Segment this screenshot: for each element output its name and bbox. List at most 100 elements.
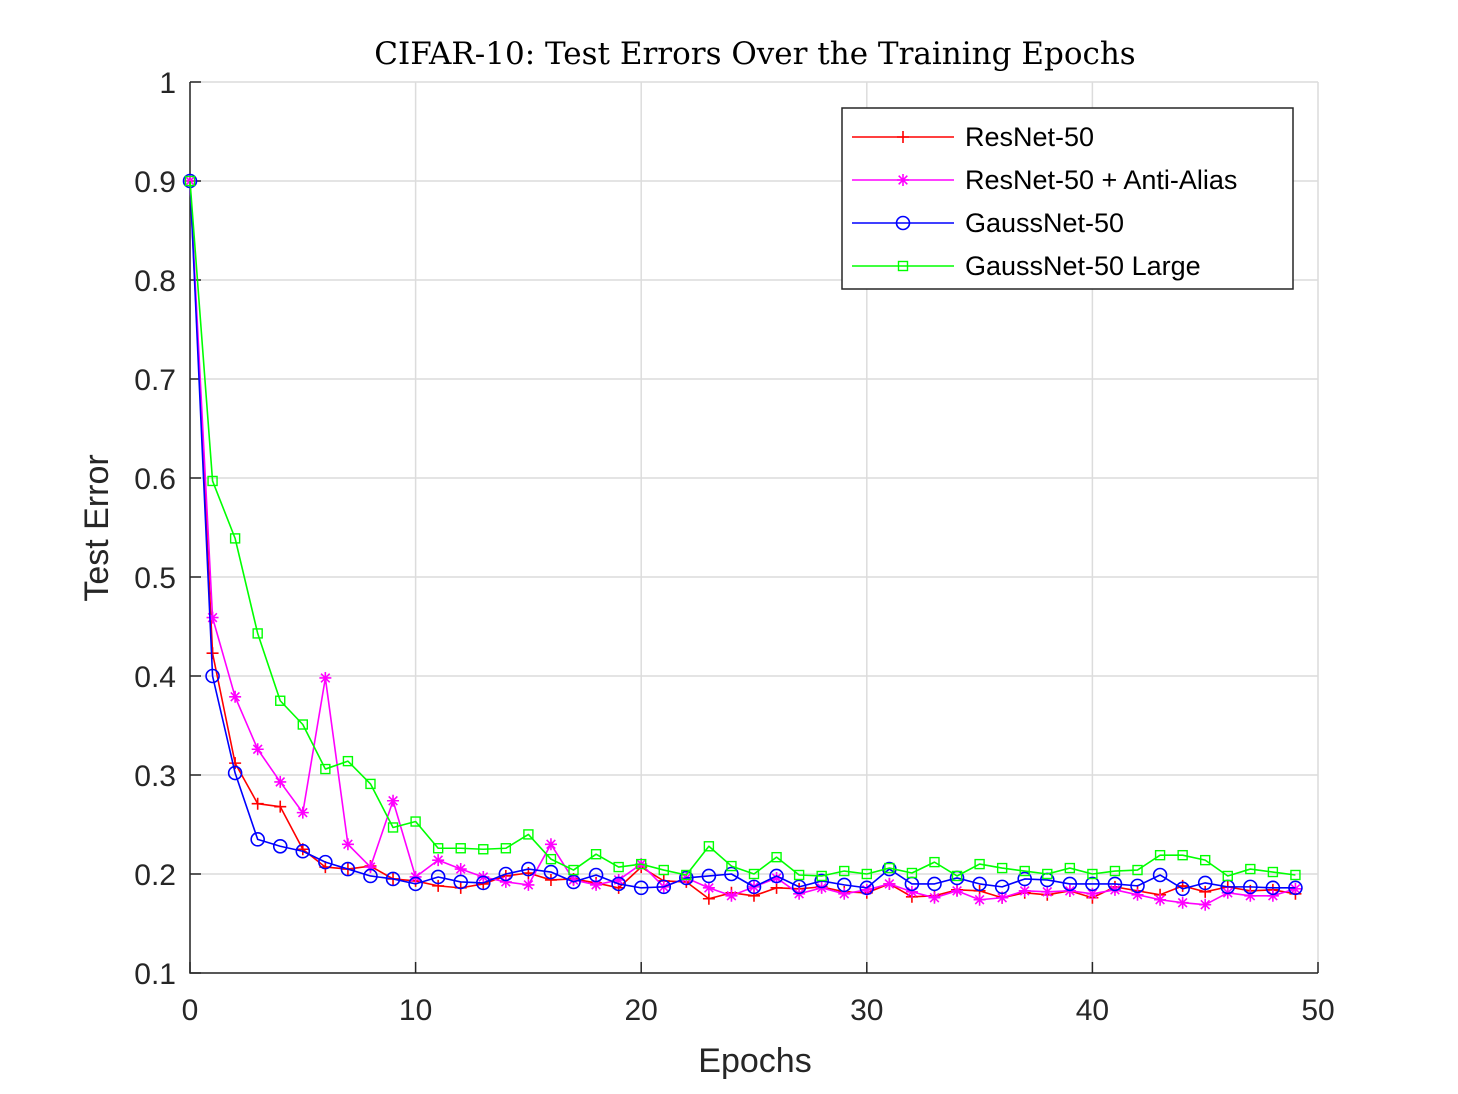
data-point-marker: [544, 838, 557, 851]
data-point-marker: [636, 858, 647, 870]
data-point-marker: [365, 778, 376, 790]
data-point-marker: [205, 668, 220, 684]
y-tick-label: 0.1: [134, 958, 176, 991]
data-point-marker: [1041, 885, 1054, 898]
data-point-marker: [295, 843, 311, 859]
y-axis-title: Test Error: [78, 454, 116, 601]
data-point-marker: [613, 861, 624, 873]
y-tick-label: 0.4: [134, 661, 176, 694]
data-point-marker: [588, 867, 604, 883]
data-point-marker: [1109, 865, 1121, 877]
data-point-marker: [274, 775, 287, 788]
data-point-marker: [453, 874, 469, 890]
tick-labels: 0 10 20 30 40 50 0.1 0.2 0.3 0.4 0.5 0.6 0.7 0.8 0.9 1: [134, 67, 1334, 1027]
data-point-marker: [227, 765, 243, 781]
data-point-marker: [1244, 889, 1257, 902]
data-point-marker: [771, 851, 782, 863]
data-point-marker: [1176, 896, 1189, 909]
data-point-marker: [387, 822, 399, 833]
data-point-marker: [341, 838, 354, 851]
y-tick-label: 1: [159, 67, 176, 100]
legend-label: ResNet-50 + Anti-Alias: [965, 165, 1237, 195]
data-point-marker: [1017, 871, 1033, 887]
legend-label: GaussNet-50: [965, 208, 1124, 238]
data-point-marker: [701, 868, 717, 884]
data-point-marker: [1062, 876, 1078, 892]
data-point-marker: [455, 843, 466, 854]
data-point-marker: [929, 856, 940, 868]
data-point-marker: [522, 878, 535, 891]
legend-marker: [897, 260, 909, 272]
data-point-marker: [746, 879, 762, 895]
data-point-marker: [499, 875, 512, 888]
data-point-marker: [543, 864, 559, 880]
data-point-marker: [206, 611, 219, 624]
data-point-marker: [1289, 882, 1302, 895]
legend-item: GaussNet-50 Large: [852, 251, 1201, 281]
data-point-marker: [994, 879, 1010, 895]
data-point-marker: [839, 865, 850, 877]
data-point-marker: [523, 829, 534, 840]
x-axis-title: Epochs: [698, 1042, 811, 1080]
data-point-marker: [1152, 867, 1168, 883]
data-point-marker: [905, 885, 918, 898]
legend: ResNet-50 ResNet-50 + Anti-Alias GaussNet-…: [841, 107, 1294, 290]
data-point-marker: [1265, 880, 1281, 896]
data-point-marker: [498, 866, 514, 882]
data-point-marker: [342, 755, 354, 767]
data-point-marker: [974, 858, 985, 870]
data-point-marker: [1290, 869, 1301, 881]
data-point-marker: [432, 843, 444, 854]
data-point-marker: [252, 628, 263, 639]
data-point-marker: [251, 797, 264, 810]
data-point-marker: [1266, 889, 1279, 902]
data-point-marker: [566, 874, 581, 890]
data-point-marker: [1018, 884, 1031, 897]
data-point-marker: [275, 695, 286, 706]
data-point-marker: [770, 871, 783, 884]
data-point-marker: [1267, 866, 1279, 878]
legend-marker: [895, 215, 911, 231]
x-tick-label: 0: [182, 994, 199, 1027]
data-point-marker: [951, 884, 964, 897]
legend-item: GaussNet-50: [852, 208, 1124, 238]
data-point-marker: [951, 870, 963, 882]
data-point-marker: [633, 880, 649, 896]
data-point-marker: [410, 816, 421, 827]
data-point-marker: [251, 743, 264, 756]
data-point-marker: [432, 879, 445, 892]
data-point-marker: [454, 863, 467, 876]
data-point-marker: [1245, 863, 1256, 875]
data-point-marker: [996, 891, 1009, 904]
data-point-marker: [1131, 888, 1144, 901]
data-point-marker: [838, 887, 851, 900]
data-point-marker: [1177, 849, 1188, 861]
data-point-marker: [681, 869, 692, 881]
data-point-marker: [272, 838, 288, 854]
y-tick-label: 0.3: [134, 760, 176, 793]
data-point-marker: [363, 868, 378, 884]
data-point-marker: [544, 873, 557, 886]
data-point-marker: [1086, 887, 1099, 900]
legend-label: ResNet-50: [965, 122, 1094, 152]
data-point-marker: [1197, 875, 1213, 891]
data-point-marker: [927, 876, 942, 892]
series-line: [189, 180, 1296, 890]
legend-marker: [897, 174, 909, 186]
data-point-marker: [1199, 898, 1212, 911]
data-point-marker: [319, 671, 332, 684]
data-point-marker: [928, 891, 941, 904]
data-point-marker: [861, 868, 872, 880]
data-point-marker: [521, 861, 536, 877]
x-tick-label: 30: [850, 994, 883, 1027]
data-point-marker: [1019, 865, 1030, 877]
data-point-marker: [1130, 878, 1145, 894]
data-point-marker: [590, 878, 603, 891]
y-tick-label: 0.9: [134, 166, 176, 199]
data-point-marker: [274, 800, 287, 813]
data-point-marker: [769, 868, 784, 884]
data-point-marker: [702, 892, 715, 905]
data-point-marker: [385, 871, 401, 887]
series-gaussnet-50: [182, 173, 1303, 897]
